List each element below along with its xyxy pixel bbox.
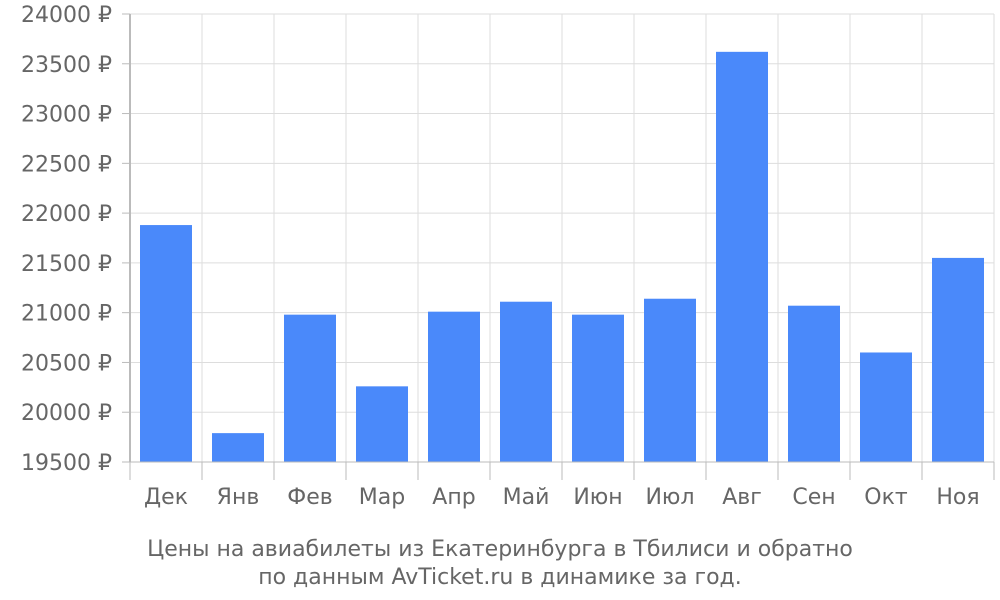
y-tick-label: 22500 ₽ [21,152,112,177]
bar [860,352,912,462]
bar [716,51,768,462]
axes [122,13,995,480]
bar [572,314,624,462]
x-tick-label: Июн [573,485,622,510]
y-tick-label: 23000 ₽ [21,103,112,128]
y-axis-labels: 19500 ₽ 20000 ₽ 20500 ₽ 21000 ₽ 21500 ₽ 22000… [21,3,112,476]
bar [788,305,840,462]
x-tick-label: Янв [217,485,260,510]
x-tick-label: Мар [359,485,405,510]
bar [284,314,336,462]
chart-caption-line-2: по данным AvTicket.ru в динамике за год. [258,565,742,590]
x-tick-label: Май [503,485,550,510]
x-tick-label: Дек [144,485,188,510]
bar [356,386,408,462]
bars [140,51,984,462]
bar [644,298,696,462]
x-tick-label: Фев [287,485,332,510]
y-tick-label: 21500 ₽ [21,252,112,277]
x-tick-label: Авг [722,485,762,510]
x-tick-label: Ноя [936,485,979,510]
bar [140,225,192,462]
chart-caption-line-1: Цены на авиабилеты из Екатеринбурга в Тб… [147,537,853,562]
x-tick-label: Июл [645,485,694,510]
bar [500,301,552,462]
x-tick-label: Апр [432,485,475,510]
bar [932,257,984,462]
x-tick-label: Сен [792,485,835,510]
y-tick-label: 20000 ₽ [21,401,112,426]
x-tick-label: Окт [864,485,908,510]
y-tick-label: 20500 ₽ [21,351,112,376]
y-tick-label: 22000 ₽ [21,202,112,227]
y-tick-label: 19500 ₽ [21,451,112,476]
x-axis-labels: Дек Янв Фев Мар Апр Май Июн Июл Авг Сен Окт Ноя [144,485,980,510]
y-tick-label: 24000 ₽ [21,3,112,28]
y-tick-label: 21000 ₽ [21,302,112,327]
y-tick-label: 23500 ₽ [21,53,112,78]
bar [428,311,480,462]
bar [212,433,264,462]
